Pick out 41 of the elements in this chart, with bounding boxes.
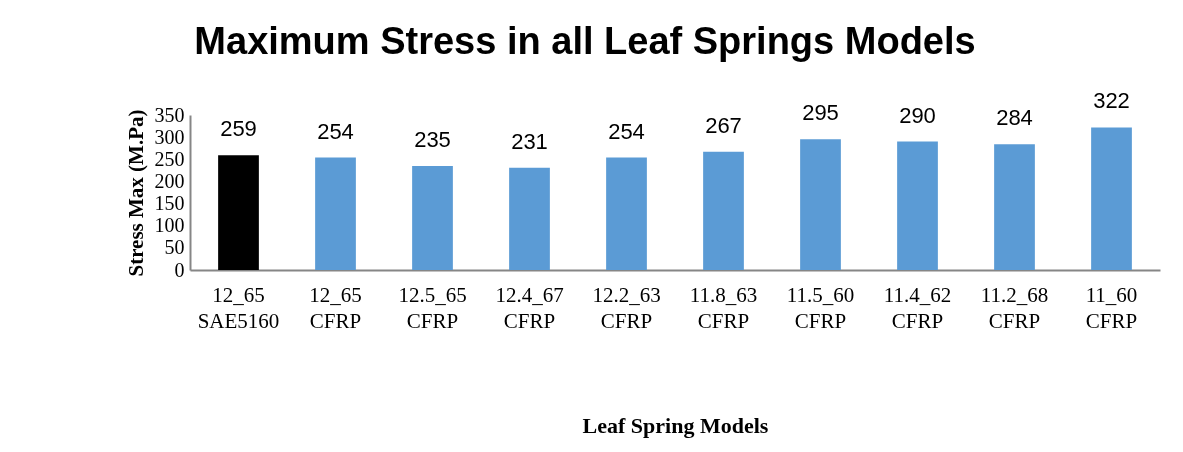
y-tick-label: 0 — [174, 258, 185, 281]
bar — [703, 151, 744, 270]
bar — [800, 139, 841, 270]
data-label: 284 — [996, 105, 1033, 131]
chart-title: Maximum Stress in all Leaf Springs Models — [194, 20, 976, 63]
y-tick-label: 250 — [154, 147, 185, 170]
y-tick-label: 200 — [154, 169, 185, 192]
bar — [315, 157, 356, 270]
data-label: 259 — [220, 116, 257, 142]
bar — [994, 144, 1035, 270]
x-tick-label: 11.5_60 CFRP — [786, 282, 855, 333]
x-tick-label: 12.5_65 CFRP — [398, 282, 467, 333]
data-label: 267 — [705, 112, 742, 138]
x-tick-label: 11.2_68 CFRP — [980, 282, 1049, 333]
y-tick-label: 350 — [154, 103, 185, 126]
y-tick-label: 100 — [154, 214, 185, 237]
bar — [218, 155, 259, 270]
x-tick-label: 12_65 SAE5160 — [197, 282, 280, 333]
x-tick-label: 12_65 CFRP — [309, 282, 362, 333]
data-label: 254 — [608, 118, 645, 144]
x-axis-title: Leaf Spring Models — [582, 412, 769, 438]
bar — [1091, 127, 1132, 270]
y-tick-label: 300 — [154, 125, 185, 148]
data-label: 254 — [317, 118, 354, 144]
data-label: 322 — [1093, 88, 1130, 114]
bar — [897, 141, 938, 270]
data-label: 290 — [899, 102, 936, 128]
data-label: 231 — [511, 128, 548, 154]
x-tick-label: 12.4_67 CFRP — [495, 282, 564, 333]
bar — [412, 165, 453, 270]
y-tick-label: 150 — [154, 192, 185, 215]
x-tick-label: 11.8_63 CFRP — [689, 282, 758, 333]
bar — [509, 167, 550, 270]
y-tick-label: 50 — [164, 236, 185, 259]
bar — [606, 157, 647, 270]
x-tick-label: 11_60 CFRP — [1085, 282, 1138, 333]
y-axis-title: Stress Max (M.Pa) — [123, 109, 148, 277]
x-tick-label: 11.4_62 CFRP — [883, 282, 952, 333]
data-label: 235 — [414, 126, 451, 152]
data-label: 295 — [802, 100, 839, 126]
x-tick-label: 12.2_63 CFRP — [592, 282, 661, 333]
